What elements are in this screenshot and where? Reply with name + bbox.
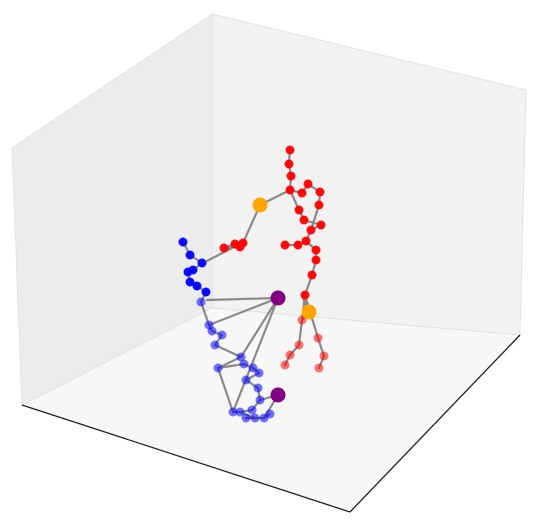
y-axis-line	[349, 334, 521, 513]
joint-point	[319, 351, 329, 361]
joint-point	[252, 197, 268, 213]
joint-point	[294, 205, 304, 215]
connector-bone-line	[231, 296, 280, 414]
joint-point	[183, 267, 193, 277]
joint-point	[311, 255, 321, 265]
joint-point	[297, 188, 307, 198]
joint-point	[300, 290, 310, 300]
joint-point	[210, 340, 220, 350]
connector-bone-line	[239, 296, 280, 359]
joint-point	[301, 236, 311, 246]
joint-point	[285, 350, 295, 360]
connector-bone-line	[207, 296, 280, 327]
joint-point	[280, 240, 290, 250]
joint-point	[314, 363, 324, 373]
joint-point	[316, 220, 326, 230]
joint-point	[284, 159, 294, 169]
joint-point	[219, 243, 229, 253]
joint-point	[239, 359, 249, 369]
joint-point	[311, 245, 321, 255]
joint-point	[254, 368, 264, 378]
joint-point	[270, 290, 286, 306]
joint-point	[253, 383, 263, 393]
back-pane	[211, 13, 527, 336]
joint-point	[185, 277, 195, 287]
joint-point	[280, 360, 290, 370]
joint-point	[197, 258, 207, 268]
joint-point	[294, 340, 304, 350]
joint-point	[248, 363, 258, 373]
joint-point	[241, 375, 251, 385]
x-axis-line	[21, 404, 351, 513]
joint-point	[241, 413, 251, 423]
joint-point	[299, 215, 309, 225]
joint-point	[315, 187, 325, 197]
bone-line	[213, 343, 243, 359]
bone-line	[216, 366, 235, 414]
joint-point	[185, 250, 195, 260]
joint-point	[213, 363, 223, 373]
joint-point	[247, 405, 257, 415]
joint-point	[178, 237, 188, 247]
joint-point	[265, 409, 275, 419]
joint-point	[301, 304, 317, 320]
joint-point	[270, 387, 286, 403]
joint-point	[236, 352, 246, 362]
joint-point	[196, 297, 206, 307]
joint-point	[250, 413, 260, 423]
connector-bone-line	[205, 296, 280, 302]
joint-point	[228, 407, 238, 417]
joint-point	[293, 240, 303, 250]
joint-point	[207, 326, 217, 336]
joint-point	[307, 270, 317, 280]
joint-point	[217, 330, 227, 340]
joint-point	[201, 287, 211, 297]
joint-point	[314, 200, 324, 210]
joint-point	[286, 171, 296, 181]
joint-point	[235, 407, 245, 417]
joint-point	[303, 179, 313, 189]
joint-point	[255, 395, 265, 405]
joint-point	[313, 333, 323, 343]
joint-point	[192, 281, 202, 291]
joint-point	[285, 185, 295, 195]
joint-point	[306, 225, 316, 235]
joint-point	[285, 145, 295, 155]
joint-point	[235, 242, 245, 252]
